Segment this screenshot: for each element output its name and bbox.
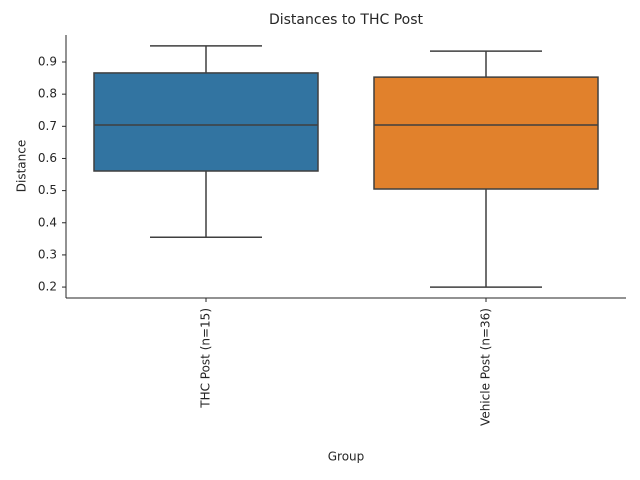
box	[93, 72, 319, 172]
y-tick-label: 0.5	[38, 183, 57, 197]
y-tick-label: 0.6	[38, 151, 57, 165]
y-tick-label: 0.2	[38, 280, 57, 294]
y-tick-label: 0.3	[38, 247, 57, 261]
chart-title: Distances to THC Post	[269, 12, 424, 28]
y-tick-label: 0.9	[38, 55, 57, 69]
y-axis-label: Distance	[15, 140, 29, 192]
box	[373, 76, 599, 190]
y-tick-label: 0.7	[38, 119, 57, 133]
x-tick-label: Vehicle Post (n=36)	[479, 308, 493, 426]
x-tick-label: THC Post (n=15)	[199, 308, 213, 409]
y-tick-label: 0.8	[38, 87, 57, 101]
y-tick-label: 0.4	[38, 215, 57, 229]
x-axis-label: Group	[328, 450, 365, 464]
